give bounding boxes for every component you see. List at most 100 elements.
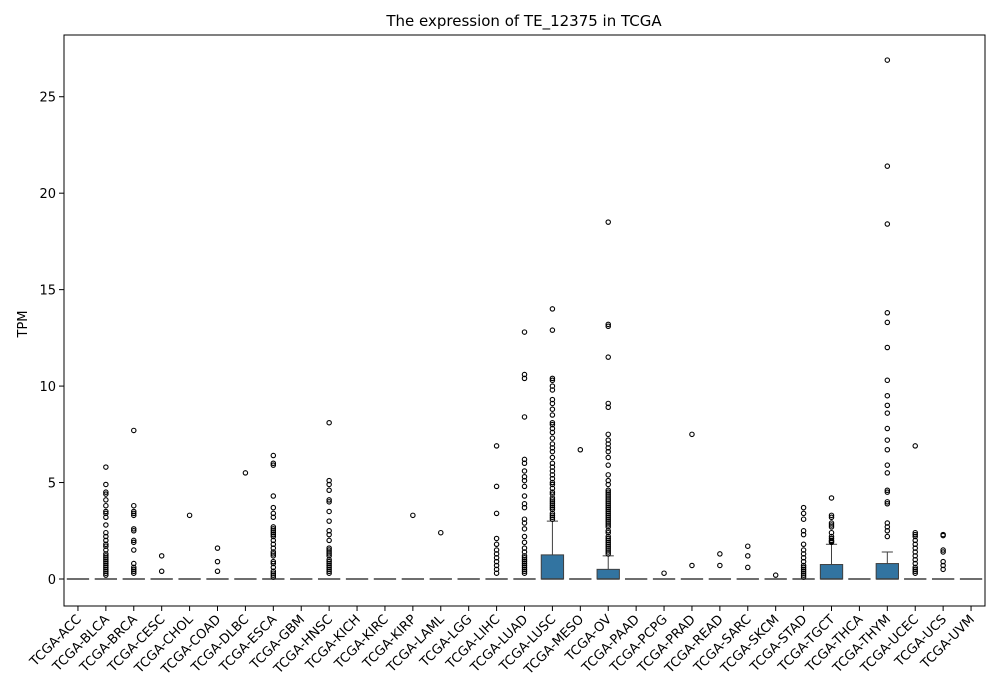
y-tick-label: 20 <box>39 187 56 202</box>
outlier-point <box>605 481 611 488</box>
outlier-point <box>270 462 277 468</box>
outlier-point <box>103 464 109 470</box>
box-tcga-ov <box>596 568 620 580</box>
outlier-point <box>493 483 500 490</box>
outlier-point <box>521 460 528 466</box>
outlier-point <box>549 419 556 426</box>
outlier-point <box>605 454 611 461</box>
outlier-point <box>549 514 556 521</box>
outlier-point <box>549 406 556 412</box>
outlier-point <box>521 414 528 420</box>
outlier-point <box>131 568 137 575</box>
outlier-point <box>214 558 221 565</box>
outlier-point <box>214 545 221 551</box>
chart-title: The expression of TE_12375 in TCGA <box>385 12 662 31</box>
y-tick-label: 10 <box>39 380 56 395</box>
outlier-point <box>884 402 891 409</box>
outlier-point <box>940 566 946 573</box>
outlier-point <box>605 354 611 360</box>
outlier-point <box>270 460 277 466</box>
outlier-point <box>186 512 193 519</box>
outlier-point <box>131 510 137 517</box>
outlier-point <box>884 501 891 507</box>
outlier-point <box>717 551 723 557</box>
outlier-point <box>549 454 556 461</box>
outlier-point <box>828 514 835 521</box>
outlier-point <box>521 493 528 499</box>
axes-frame <box>63 34 986 607</box>
outlier-point <box>884 489 891 495</box>
outlier-point <box>103 502 109 509</box>
outlier-point <box>103 514 109 521</box>
outlier-point <box>884 163 891 169</box>
outlier-point <box>828 522 835 528</box>
y-axis-label: TPM <box>16 311 31 339</box>
outlier-point <box>131 512 137 519</box>
outlier-point <box>326 508 332 515</box>
outlier-point <box>800 531 807 538</box>
box-tcga-thym <box>875 563 899 580</box>
outlier-point <box>521 520 528 526</box>
outlier-point <box>884 425 891 432</box>
box-tcga-tgct <box>819 564 844 580</box>
outlier-point <box>131 502 137 509</box>
outlier-point <box>103 570 109 576</box>
outlier-point <box>549 412 556 418</box>
outlier-point <box>689 562 695 569</box>
outlier-point <box>326 487 332 494</box>
outlier-point <box>828 512 835 519</box>
outlier-point <box>493 535 500 542</box>
outlier-point <box>549 400 556 407</box>
outlier-point <box>103 491 109 497</box>
outlier-point <box>549 429 556 436</box>
outlier-point <box>158 553 165 559</box>
outlier-point <box>521 483 528 490</box>
outlier-point <box>689 431 695 438</box>
outlier-point <box>103 572 109 578</box>
outlier-point <box>912 531 918 538</box>
y-tick-label: 25 <box>39 91 56 106</box>
outlier-point <box>828 539 835 546</box>
outlier-point <box>745 553 751 559</box>
outlier-point <box>800 504 807 511</box>
outlier-point <box>884 487 891 494</box>
outlier-point <box>884 528 891 534</box>
outlier-point <box>326 497 332 503</box>
outlier-point <box>884 57 891 63</box>
outlier-point <box>884 462 891 468</box>
outlier-point <box>103 489 109 495</box>
outlier-point <box>103 522 109 528</box>
outlier-point <box>270 553 277 559</box>
outlier-point <box>521 504 528 511</box>
outlier-point <box>605 549 611 555</box>
outlier-point <box>549 489 556 495</box>
outlier-point <box>884 499 891 505</box>
outlier-point <box>884 470 891 476</box>
outlier-point <box>605 472 611 478</box>
outlier-point <box>326 481 332 488</box>
outlier-point <box>493 510 500 517</box>
outlier-point <box>270 531 277 538</box>
outlier-point <box>326 568 332 575</box>
outlier-point <box>800 510 807 517</box>
outlier-point <box>270 574 277 580</box>
outlier-point <box>940 532 946 539</box>
outlier-point <box>605 522 611 528</box>
outlier-point <box>131 526 137 532</box>
outlier-point <box>103 481 109 488</box>
outlier-point <box>884 221 891 227</box>
outlier-point <box>103 508 109 515</box>
outlier-point <box>884 533 891 540</box>
outlier-point <box>884 437 891 443</box>
outlier-point <box>884 344 891 351</box>
outlier-point <box>270 558 277 565</box>
outlier-point <box>270 572 277 578</box>
outlier-point <box>745 564 751 571</box>
outlier-point <box>884 446 891 453</box>
outlier-point <box>438 529 444 536</box>
outlier-point <box>828 524 835 530</box>
outlier-point <box>884 410 891 416</box>
outlier-point <box>884 392 891 399</box>
outlier-point <box>131 528 137 534</box>
